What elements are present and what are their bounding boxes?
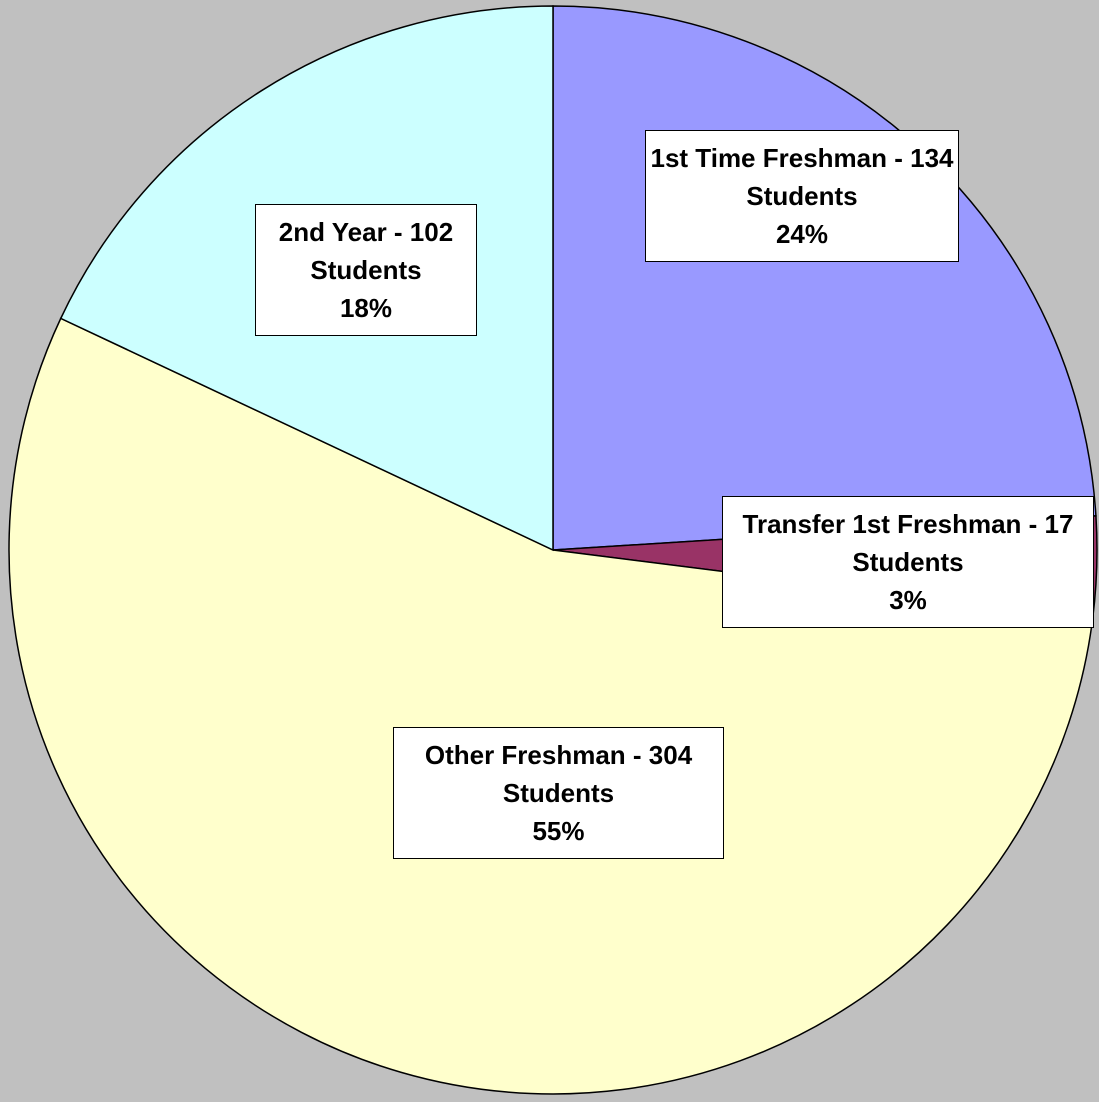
label-category: Other Freshman - 304 Students bbox=[424, 740, 693, 808]
label-value: 24% bbox=[775, 219, 829, 249]
pie-slice bbox=[8, 317, 1094, 1095]
label-value: 3% bbox=[889, 585, 927, 615]
data-label: 2nd Year - 102 Students 18% bbox=[255, 204, 477, 336]
label-value: 55% bbox=[532, 816, 585, 846]
pie-slice bbox=[552, 5, 1097, 551]
label-value: 18% bbox=[339, 293, 393, 323]
label-category: 1st Time Freshman - 134 Students bbox=[650, 143, 954, 211]
data-label: 1st Time Freshman - 134 Students 24% bbox=[645, 130, 959, 262]
label-category: 2nd Year - 102 Students bbox=[278, 217, 454, 285]
data-label: Transfer 1st Freshman - 17 Students 3% bbox=[722, 496, 1094, 628]
label-category: Transfer 1st Freshman - 17 Students bbox=[742, 509, 1074, 577]
data-label: Other Freshman - 304 Students 55% bbox=[393, 727, 724, 859]
